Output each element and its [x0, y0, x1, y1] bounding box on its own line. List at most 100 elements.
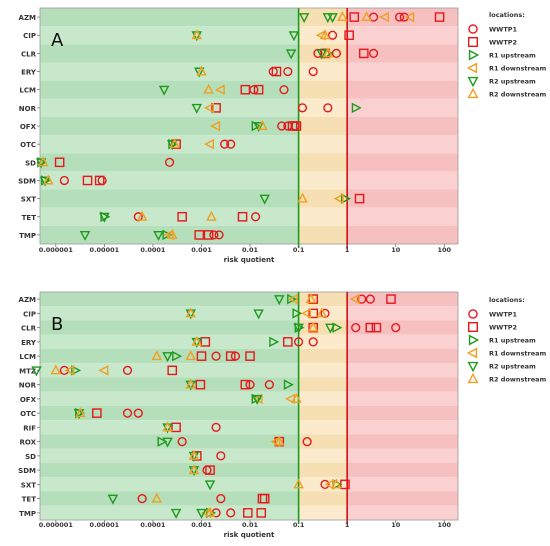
- zone-high-stripe: [347, 171, 458, 190]
- legend-item-label: R1 downstream: [489, 65, 547, 73]
- x-tick-label: 0.1: [293, 246, 305, 254]
- zone-low-stripe: [40, 477, 299, 492]
- zone-low-stripe: [40, 292, 299, 307]
- x-tick-label: 0.001: [191, 246, 212, 254]
- data-point: [327, 30, 338, 40]
- data-point: [172, 350, 183, 362]
- data-point: [79, 230, 91, 241]
- zone-low-stripe: [40, 377, 299, 392]
- data-point: [171, 422, 181, 433]
- zone-mid-stripe: [298, 377, 348, 392]
- zone-low-stripe: [40, 363, 299, 378]
- zone-low-stripe: [40, 406, 299, 421]
- data-point: [365, 322, 376, 333]
- zone-high-stripe: [347, 463, 458, 478]
- zone-high-stripe: [347, 8, 458, 27]
- x-tick-label: 0.0001: [140, 246, 166, 254]
- category-label: TMP: [19, 232, 36, 240]
- x-tick-label: 100: [437, 246, 451, 254]
- legend-marker: [467, 76, 479, 88]
- data-point: [308, 66, 318, 77]
- legend-item-label: WWTP2: [489, 324, 517, 332]
- category-label: CIP: [23, 310, 36, 318]
- data-point: [302, 437, 312, 447]
- data-point: [211, 351, 221, 361]
- data-point: [162, 437, 173, 448]
- zone-low-stripe: [40, 491, 299, 506]
- data-point: [211, 103, 221, 113]
- zone-low-stripe: [40, 26, 299, 45]
- x-tick-label: 0.00001: [90, 246, 120, 254]
- zone-high-stripe: [347, 477, 458, 492]
- zone-mid-stripe: [298, 189, 348, 208]
- data-point: [274, 295, 285, 306]
- data-point: [188, 464, 200, 475]
- data-point: [279, 85, 289, 95]
- category-label: MTZ: [19, 367, 36, 375]
- data-point: [209, 230, 219, 240]
- data-point: [226, 139, 236, 149]
- x-tick-label: 1: [345, 246, 350, 254]
- data-point: [204, 138, 215, 150]
- data-point: [216, 494, 226, 504]
- category-label: OFX: [20, 123, 37, 131]
- zone-mid-stripe: [298, 391, 348, 406]
- chart-panel-a: AZMCIPCLRERYLCMNOROFXOTCSDSDMSXTTETTMP0.…: [18, 7, 459, 264]
- data-point: [64, 365, 75, 376]
- data-point: [188, 449, 200, 460]
- zone-high-stripe: [347, 391, 458, 406]
- x-tick-label: 0.01: [242, 246, 259, 254]
- zone-high-stripe: [347, 363, 458, 378]
- data-point: [287, 293, 298, 305]
- x-axis-label: risk quotient: [224, 256, 275, 264]
- panel-label: A: [51, 30, 64, 51]
- data-point: [264, 380, 274, 390]
- data-point: [322, 47, 334, 58]
- data-point: [162, 352, 173, 363]
- plot-frame: [39, 291, 459, 521]
- category-label: SD: [25, 453, 36, 461]
- legend-item-label: R1 upstream: [489, 337, 536, 345]
- data-point: [371, 322, 382, 333]
- data-point: [434, 12, 445, 22]
- legend-marker: [468, 37, 479, 48]
- zone-mid-stripe: [298, 80, 348, 99]
- data-point: [354, 193, 365, 204]
- category-label: SXT: [21, 196, 36, 204]
- data-point: [301, 308, 312, 319]
- legend-marker: [467, 361, 479, 373]
- zone-high-stripe: [347, 320, 458, 335]
- data-point: [283, 66, 293, 77]
- data-point: [177, 437, 187, 447]
- data-point: [351, 323, 361, 333]
- data-point: [358, 48, 369, 59]
- category-label: SDM: [18, 467, 36, 475]
- category-label: CLR: [21, 50, 37, 58]
- zone-low-stripe: [40, 62, 299, 81]
- data-point: [164, 157, 175, 167]
- data-point: [226, 508, 236, 518]
- data-point: [298, 13, 310, 24]
- zone-mid-stripe: [298, 406, 348, 421]
- data-point: [200, 337, 211, 347]
- data-point: [98, 365, 109, 376]
- zone-mid-stripe: [298, 292, 348, 307]
- zone-high-stripe: [347, 420, 458, 435]
- zone-low-stripe: [40, 334, 299, 349]
- data-point: [162, 229, 173, 241]
- data-point: [191, 103, 203, 114]
- zone-mid-stripe: [298, 491, 348, 506]
- data-point: [169, 138, 180, 149]
- data-point: [211, 422, 221, 432]
- data-point: [319, 29, 331, 40]
- data-point: [349, 12, 360, 22]
- data-point: [307, 321, 319, 332]
- data-point: [59, 365, 69, 375]
- data-point: [294, 337, 304, 347]
- legend-item-label: WWTP2: [489, 39, 517, 47]
- zone-high-stripe: [347, 377, 458, 392]
- data-point: [331, 478, 342, 489]
- category-label: RIF: [23, 424, 36, 432]
- legend-item-label: R2 downstream: [489, 91, 547, 99]
- data-point: [99, 212, 110, 223]
